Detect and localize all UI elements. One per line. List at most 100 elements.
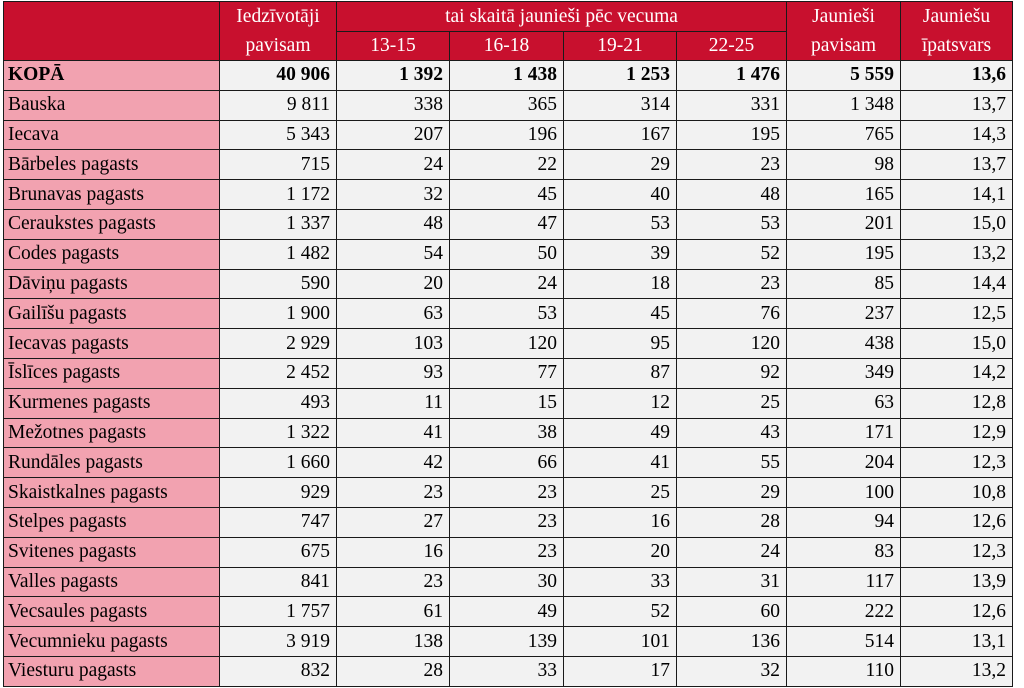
total-age-22-25: 1 476 — [676, 60, 787, 91]
table-row: Gailīšu pagasts 1 900 63 53 45 76 237 12,5 — [3, 298, 1013, 330]
cell-age-19-21: 87 — [563, 357, 677, 389]
cell-age-16-18: 365 — [449, 89, 564, 121]
cell-youth-total: 204 — [786, 447, 901, 479]
cell-age-19-21: 41 — [563, 447, 677, 479]
table-row: Bārbeles pagasts 715 24 22 29 23 98 13,7 — [3, 149, 1013, 181]
cell-age-16-18: 23 — [449, 477, 564, 508]
population-table-wrapper: Iedzīvotāji pavisam tai skaitā jaunieši … — [3, 0, 1013, 687]
cell-age-16-18: 15 — [449, 387, 564, 419]
cell-population: 2 929 — [219, 328, 337, 359]
cell-population: 9 811 — [219, 89, 337, 121]
cell-age-13-15: 16 — [336, 536, 450, 568]
cell-youth-share: 12,6 — [900, 596, 1013, 628]
cell-youth-total: 201 — [786, 208, 901, 240]
total-row: KOPĀ 40 906 1 392 1 438 1 253 1 476 5 55… — [3, 60, 1013, 91]
cell-territory-name: Svitenes pagasts — [3, 536, 220, 568]
cell-youth-total: 110 — [786, 655, 901, 687]
cell-age-22-25: 23 — [676, 268, 787, 300]
cell-youth-share: 13,2 — [900, 655, 1013, 687]
cell-age-19-21: 53 — [563, 208, 677, 240]
header-age-19-21: 19-21 — [563, 31, 677, 61]
cell-age-19-21: 29 — [563, 149, 677, 181]
cell-youth-total: 98 — [786, 149, 901, 181]
table-row: Kurmenes pagasts 493 11 15 12 25 63 12,8 — [3, 387, 1013, 419]
cell-population: 590 — [219, 268, 337, 300]
cell-territory-name: Mežotnes pagasts — [3, 417, 220, 449]
cell-age-19-21: 25 — [563, 477, 677, 508]
cell-age-19-21: 49 — [563, 417, 677, 449]
cell-age-22-25: 29 — [676, 477, 787, 508]
cell-youth-share: 12,6 — [900, 506, 1013, 538]
header-population-line1: Iedzīvotāji — [236, 6, 320, 27]
cell-youth-total: 100 — [786, 477, 901, 508]
table-body: KOPĀ 40 906 1 392 1 438 1 253 1 476 5 55… — [3, 60, 1013, 687]
cell-age-22-25: 76 — [676, 298, 787, 330]
cell-age-13-15: 32 — [336, 179, 450, 210]
cell-territory-name: Vecsaules pagasts — [3, 596, 220, 628]
cell-age-19-21: 52 — [563, 596, 677, 628]
cell-age-13-15: 93 — [336, 357, 450, 389]
header-blank-cell — [3, 1, 220, 61]
cell-age-22-25: 53 — [676, 208, 787, 240]
cell-age-16-18: 47 — [449, 208, 564, 240]
cell-territory-name: Skaistkalnes pagasts — [3, 477, 220, 508]
cell-age-13-15: 207 — [336, 119, 450, 151]
cell-youth-share: 14,1 — [900, 179, 1013, 210]
cell-age-22-25: 28 — [676, 506, 787, 538]
cell-youth-share: 13,7 — [900, 89, 1013, 121]
cell-age-16-18: 77 — [449, 357, 564, 389]
cell-youth-share: 12,5 — [900, 298, 1013, 330]
cell-age-19-21: 40 — [563, 179, 677, 210]
cell-age-16-18: 139 — [449, 626, 564, 657]
cell-youth-share: 13,2 — [900, 238, 1013, 270]
cell-population: 1 900 — [219, 298, 337, 330]
cell-age-16-18: 49 — [449, 596, 564, 628]
cell-territory-name: Bārbeles pagasts — [3, 149, 220, 181]
cell-youth-share: 12,8 — [900, 387, 1013, 419]
table-row: Vecumnieku pagasts 3 919 138 139 101 136 514 13… — [3, 626, 1013, 657]
cell-age-22-25: 136 — [676, 626, 787, 657]
cell-age-16-18: 196 — [449, 119, 564, 151]
total-youth-share: 13,6 — [900, 60, 1013, 91]
table-row: Vecsaules pagasts 1 757 61 49 52 60 222 12,6 — [3, 596, 1013, 628]
cell-age-16-18: 53 — [449, 298, 564, 330]
cell-population: 1 482 — [219, 238, 337, 270]
cell-age-13-15: 42 — [336, 447, 450, 479]
cell-age-22-25: 52 — [676, 238, 787, 270]
table-row: Iecavas pagasts 2 929 103 120 95 120 438 15,0 — [3, 328, 1013, 359]
cell-territory-name: Bauska — [3, 89, 220, 121]
total-population: 40 906 — [219, 60, 337, 91]
cell-population: 929 — [219, 477, 337, 508]
cell-territory-name: Gailīšu pagasts — [3, 298, 220, 330]
header-age-16-18: 16-18 — [449, 31, 564, 61]
cell-age-13-15: 23 — [336, 566, 450, 598]
cell-age-22-25: 31 — [676, 566, 787, 598]
cell-age-22-25: 331 — [676, 89, 787, 121]
table-row: Codes pagasts 1 482 54 50 39 52 195 13,2 — [3, 238, 1013, 270]
cell-youth-total: 1 348 — [786, 89, 901, 121]
cell-age-22-25: 25 — [676, 387, 787, 419]
cell-territory-name: Codes pagasts — [3, 238, 220, 270]
cell-age-22-25: 48 — [676, 179, 787, 210]
cell-population: 1 337 — [219, 208, 337, 240]
cell-population: 1 660 — [219, 447, 337, 479]
table-row: Rundāles pagasts 1 660 42 66 41 55 204 12,3 — [3, 447, 1013, 479]
cell-age-22-25: 55 — [676, 447, 787, 479]
total-label: KOPĀ — [3, 60, 220, 91]
cell-age-13-15: 103 — [336, 328, 450, 359]
cell-population: 832 — [219, 655, 337, 687]
cell-territory-name: Stelpes pagasts — [3, 506, 220, 538]
cell-youth-total: 514 — [786, 626, 901, 657]
cell-population: 3 919 — [219, 626, 337, 657]
header-age-22-25: 22-25 — [676, 31, 787, 61]
cell-territory-name: Dāviņu pagasts — [3, 268, 220, 300]
cell-age-22-25: 43 — [676, 417, 787, 449]
cell-territory-name: Iecavas pagasts — [3, 328, 220, 359]
table-row: Svitenes pagasts 675 16 23 20 24 83 12,3 — [3, 536, 1013, 568]
cell-age-22-25: 60 — [676, 596, 787, 628]
cell-youth-total: 438 — [786, 328, 901, 359]
youth-population-table: Iedzīvotāji pavisam tai skaitā jaunieši … — [3, 0, 1013, 687]
cell-youth-total: 171 — [786, 417, 901, 449]
cell-population: 841 — [219, 566, 337, 598]
cell-population: 5 343 — [219, 119, 337, 151]
